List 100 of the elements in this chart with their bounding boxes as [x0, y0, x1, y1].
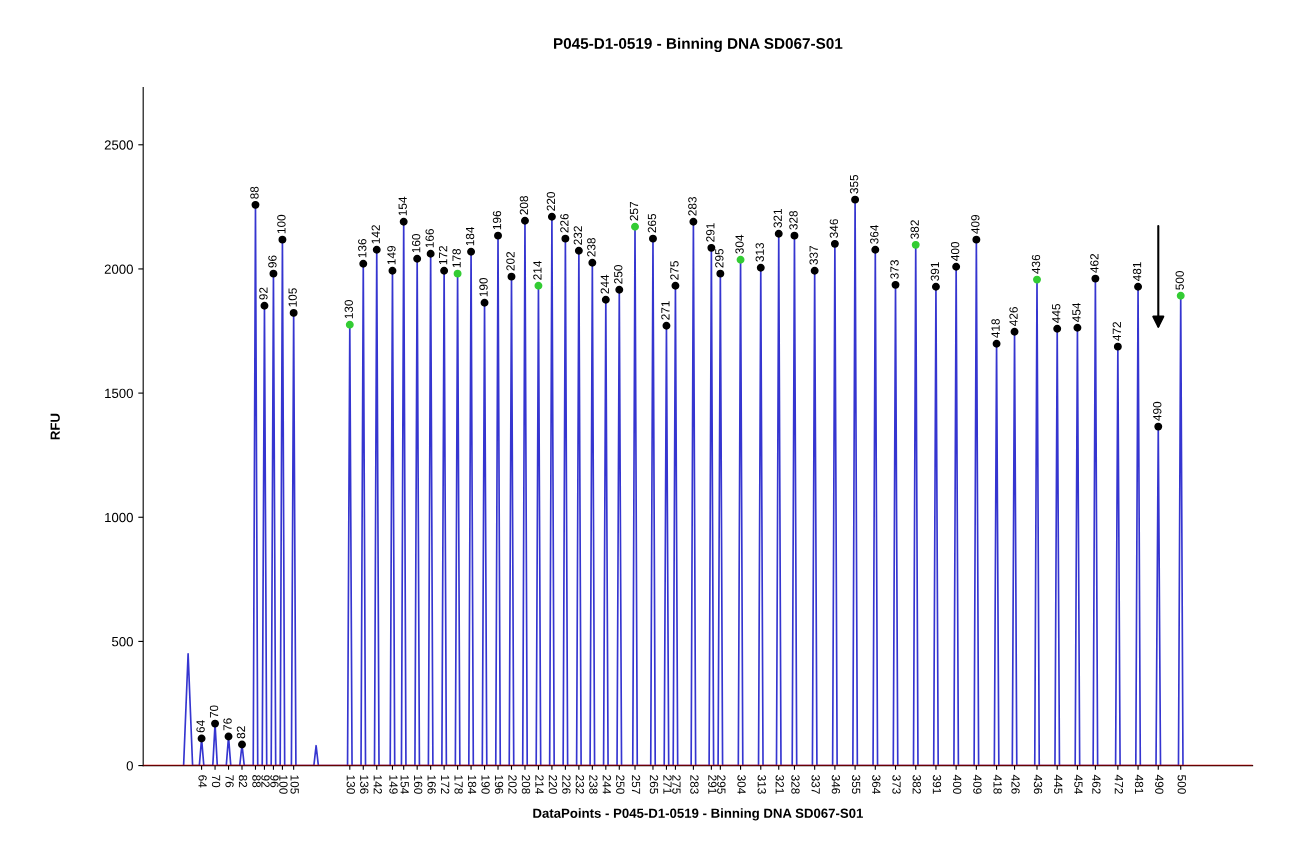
x-tick-label: 172 [441, 775, 450, 794]
x-tick-label: 76 [225, 775, 234, 788]
x-tick-label: 490 [1155, 774, 1164, 794]
annotation: 364 [870, 224, 879, 244]
x-tick-label: 100 [279, 775, 288, 794]
y-tick-label: 2500 [104, 140, 133, 150]
annotation: 166 [425, 229, 434, 248]
x-tick-label: 265 [649, 775, 659, 794]
x-tick-label: 142 [373, 775, 382, 794]
x-tick-label: 418 [993, 774, 1002, 794]
annotation: 100 [277, 214, 286, 234]
annotation: 409 [971, 214, 980, 234]
x-tick-label: 364 [872, 775, 881, 794]
x-tick-label: 373 [892, 775, 901, 794]
x-tick-label: 160 [414, 775, 423, 794]
annotation: 481 [1132, 262, 1142, 281]
x-tick-label: 238 [589, 775, 598, 794]
x-tick-label: 295 [717, 775, 726, 794]
annotation: 196 [492, 210, 502, 230]
x-tick-label: 275 [672, 775, 681, 794]
x-tick-label: 232 [575, 775, 585, 794]
annotation: 257 [629, 202, 639, 221]
y-tick-label: 2000 [104, 264, 133, 274]
x-tick-label: 244 [602, 775, 612, 794]
x-tick-label: 271 [663, 775, 672, 794]
x-tick-label: 355 [851, 775, 861, 794]
annotation: 70 [209, 705, 219, 718]
x-tick-label: 346 [831, 775, 841, 794]
x-tick-label: 250 [616, 775, 625, 794]
x-tick-label: 214 [535, 775, 544, 794]
annotation: 321 [773, 209, 782, 228]
annotation: 244 [600, 274, 609, 294]
annotation: 76 [223, 718, 232, 731]
x-tick-label: 436 [1033, 774, 1043, 794]
annotation: 275 [670, 261, 679, 280]
x-tick-label: 196 [494, 775, 504, 794]
annotation: 382 [910, 220, 919, 239]
x-tick-label: 409 [973, 774, 982, 794]
x-tick-label: 481 [1134, 774, 1144, 794]
x-tick-label: 400 [952, 774, 962, 794]
x-tick-label: 445 [1054, 774, 1063, 794]
x-tick-label: 321 [775, 775, 784, 794]
annotation: 295 [715, 248, 724, 268]
x-tick-label: 178 [454, 775, 463, 794]
annotation: 226 [560, 213, 569, 233]
annotation: 454 [1072, 302, 1081, 322]
x-tick-label: 472 [1114, 774, 1124, 794]
annotation: 313 [755, 242, 764, 262]
annotation: 136 [358, 238, 367, 258]
annotation: 271 [661, 301, 670, 320]
annotation: 88 [250, 186, 259, 199]
chart-title: P045-D1-0519 - Binning DNA SD067-S01 [554, 37, 843, 53]
annotation: 96 [268, 255, 277, 268]
annotation: 328 [789, 210, 798, 230]
x-tick-label: 337 [811, 775, 820, 794]
annotation: 418 [991, 318, 1000, 338]
y-tick-label: 0 [126, 761, 133, 771]
x-tick-label: 154 [400, 775, 409, 794]
annotation: 82 [236, 726, 246, 739]
annotation: 172 [438, 246, 448, 265]
x-axis-title: DataPoints - P045-D1-0519 - Binning DNA SD067-S01 [533, 808, 863, 821]
annotation: 238 [587, 237, 596, 257]
annotation: 400 [950, 241, 960, 261]
annotation: 283 [688, 197, 697, 216]
x-tick-label: 304 [737, 775, 746, 794]
x-tick-label: 500 [1177, 775, 1186, 794]
annotation: 250 [614, 265, 623, 284]
x-tick-label: 166 [427, 775, 436, 794]
x-tick-label: 462 [1092, 774, 1101, 794]
annotation: 154 [398, 196, 407, 216]
y-tick-label: 1500 [105, 388, 133, 399]
annotation: 426 [1009, 307, 1018, 326]
y-tick-label: 500 [111, 636, 133, 647]
x-tick-label: 190 [481, 775, 490, 794]
x-tick-label: 64 [198, 775, 207, 788]
x-tick-label: 136 [360, 775, 369, 794]
x-tick-label: 184 [467, 775, 477, 794]
annotation: 208 [519, 196, 529, 215]
annotation: 391 [930, 262, 940, 281]
annotation: 178 [452, 248, 461, 268]
x-tick-label: 328 [791, 775, 800, 794]
annotation: 265 [647, 213, 657, 233]
x-tick-label: 70 [211, 775, 221, 788]
annotation: 500 [1175, 270, 1184, 290]
x-tick-label: 426 [1011, 774, 1020, 794]
annotation: 214 [533, 260, 542, 280]
annotation: 232 [573, 226, 583, 245]
annotation: 373 [890, 260, 899, 279]
annotation: 462 [1090, 253, 1099, 273]
x-tick-label: 291 [708, 775, 717, 794]
annotation: 184 [465, 226, 475, 246]
annotation: 355 [849, 174, 859, 194]
x-tick-label: 88 [252, 775, 261, 788]
annotation: 64 [196, 720, 205, 733]
x-tick-label: 257 [631, 775, 641, 794]
x-tick-label: 382 [912, 775, 921, 794]
x-tick-label: 208 [521, 775, 531, 794]
y-axis-title: RFU [50, 413, 60, 440]
x-tick-label: 130 [346, 775, 355, 794]
annotation: 149 [387, 245, 396, 265]
